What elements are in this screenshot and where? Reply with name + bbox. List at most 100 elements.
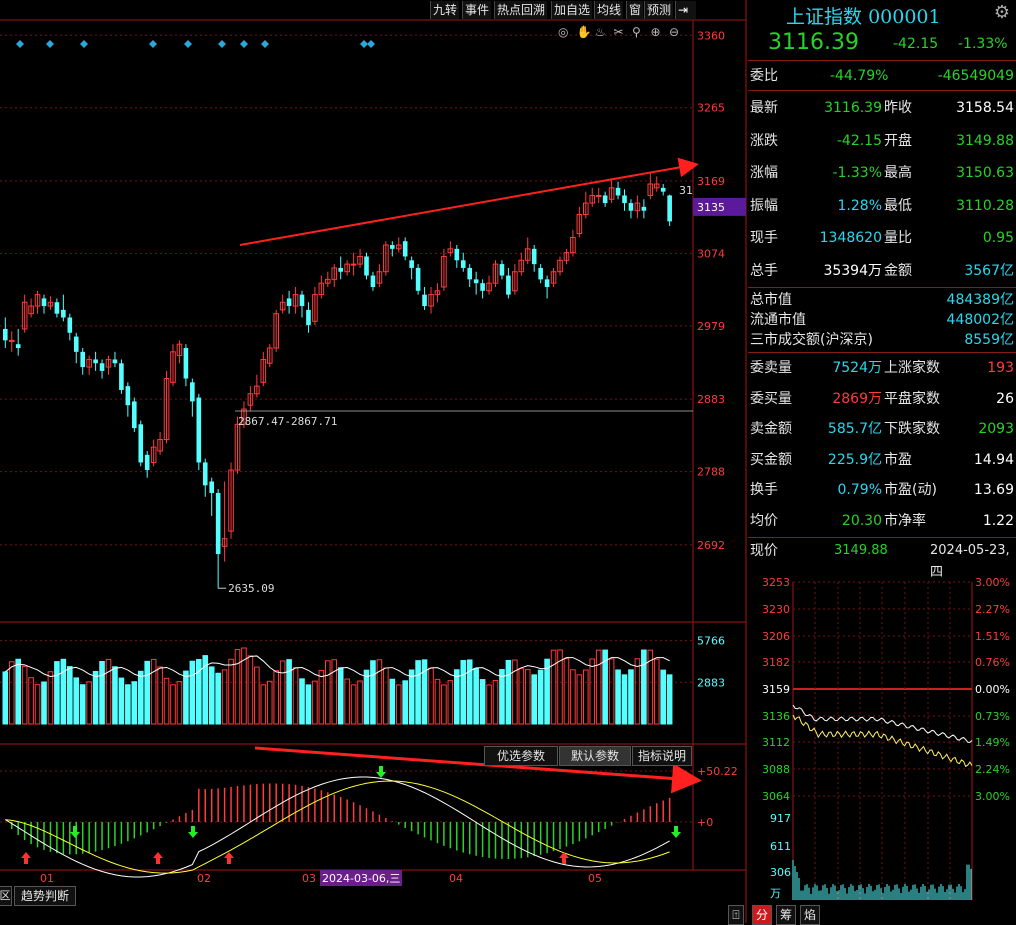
volume-bar	[125, 684, 131, 725]
stat-value: 1348620	[819, 230, 882, 246]
stat-value: 3110.28	[956, 197, 1014, 214]
volume-bar	[376, 659, 383, 725]
candle-body-up	[583, 202, 589, 216]
jiuzhuan-button[interactable]: 九转	[430, 1, 460, 19]
candle-body-down	[99, 363, 105, 371]
candle-body-down	[41, 298, 47, 307]
candle-body-up	[492, 263, 499, 284]
volume-bar	[524, 669, 531, 725]
x-axis-label: 2024-03-06,三	[322, 872, 400, 885]
volume-bar	[150, 658, 157, 725]
tab-default-params[interactable]: 默认参数	[559, 746, 631, 766]
trend-judge-tab[interactable]: 趋势判断	[14, 886, 76, 906]
volume-bar	[402, 680, 408, 725]
candle-body-down	[125, 386, 131, 406]
volume-bar	[137, 670, 144, 725]
candle-body-up	[86, 358, 92, 368]
candle-body-down	[415, 267, 421, 291]
dea-line	[5, 780, 670, 874]
scroll-up-icon[interactable]: ⍐	[728, 905, 744, 925]
candle-body-up	[595, 194, 602, 197]
volume-bar	[666, 674, 673, 725]
x-axis-label: 05	[588, 872, 602, 885]
price-axis-label: 3169	[697, 175, 725, 188]
candle-body-up	[512, 271, 518, 292]
index-name: 上证指数	[786, 6, 863, 28]
volume-bar	[273, 670, 279, 725]
candle-body-down	[473, 279, 479, 284]
volume-bar	[202, 655, 209, 725]
exit-icon[interactable]: ⇥	[675, 1, 696, 19]
volume-bar	[447, 680, 454, 725]
candle-body-up	[318, 282, 325, 296]
volume-bar	[653, 658, 660, 725]
last-price-tag	[693, 197, 746, 216]
volume-bar	[99, 660, 105, 725]
tab-indicator-help[interactable]: 指标说明	[632, 746, 692, 766]
candle-body-up	[486, 282, 492, 292]
candle-body-down	[190, 382, 195, 402]
candle-body-up	[608, 187, 615, 200]
left-tab-partial[interactable]: 区	[0, 886, 12, 906]
sell-arrow-icon	[671, 826, 681, 838]
tab-fen[interactable]: 分	[752, 905, 772, 925]
intraday-right-label: 2.27%	[975, 603, 1010, 616]
candle-body-down	[54, 302, 60, 314]
order-label: 委卖量	[750, 360, 792, 376]
intraday-volume-label: 611	[770, 840, 791, 853]
volume-bar	[583, 669, 589, 725]
volume-bar	[241, 647, 247, 725]
candle-body-down	[460, 260, 466, 268]
signal-diamond	[218, 40, 226, 48]
ma-button[interactable]: 均线	[594, 1, 624, 19]
volume-bar	[473, 667, 479, 725]
volume-bar	[421, 659, 428, 725]
settings-icon[interactable]: ⚙	[993, 2, 1010, 23]
volume-bar	[47, 671, 54, 725]
candle-body-up	[254, 385, 260, 395]
order-value: 26	[996, 390, 1014, 407]
chart-tool-icon: ♨	[595, 25, 606, 39]
tab-chou[interactable]: 筹	[776, 905, 796, 925]
forecast-button[interactable]: 预测	[644, 1, 674, 19]
intraday-left-label: 3112	[762, 736, 790, 749]
order-value: 0.79%	[837, 482, 882, 498]
intraday-left-label: 3088	[762, 763, 790, 776]
hotspot-review-button[interactable]: 热点回溯	[494, 1, 548, 19]
order-value: 585.7亿	[827, 421, 882, 437]
tab-yan[interactable]: 焰	[800, 905, 820, 925]
xianjia-date: 2024-05-23,四	[930, 543, 1010, 580]
chart-tool-icon: ⊕	[651, 25, 661, 39]
stat-label: 涨幅	[750, 165, 778, 181]
stat-value: 3116.39	[824, 100, 882, 116]
window-button[interactable]: 窗	[626, 1, 644, 19]
volume-bar	[299, 678, 305, 725]
volume-bar	[460, 660, 467, 725]
intraday-right-label: 0.00%	[975, 683, 1010, 696]
candle-body-up	[157, 439, 163, 452]
candle-body-up	[550, 271, 557, 284]
volume-bar	[479, 679, 486, 725]
volume-bar	[660, 669, 667, 725]
volume-bar	[163, 677, 170, 725]
weibi-label: 委比	[750, 68, 778, 84]
candle-body-down	[544, 279, 550, 287]
intraday-left-label: 3182	[762, 656, 790, 669]
intraday-right-label: 2.24%	[975, 763, 1010, 776]
chart-tool-icon: ✂	[614, 25, 624, 39]
add-watchlist-button[interactable]: 加自选	[551, 1, 593, 19]
tab-optimal-params[interactable]: 优选参数	[484, 746, 558, 766]
order-label: 下跌家数	[884, 421, 940, 437]
candle-body-down	[454, 248, 460, 261]
order-label: 买金额	[750, 451, 792, 468]
events-button[interactable]: 事件	[462, 1, 492, 19]
stat-value: 1.28%	[837, 197, 882, 214]
candle-body-down	[183, 348, 189, 379]
volume-bar	[254, 666, 260, 725]
xianjia-label: 现价	[750, 543, 778, 559]
volume-bar	[92, 671, 99, 725]
candle-body-up	[647, 183, 654, 196]
sell-arrow-icon	[376, 766, 386, 778]
volume-bar	[28, 677, 34, 725]
